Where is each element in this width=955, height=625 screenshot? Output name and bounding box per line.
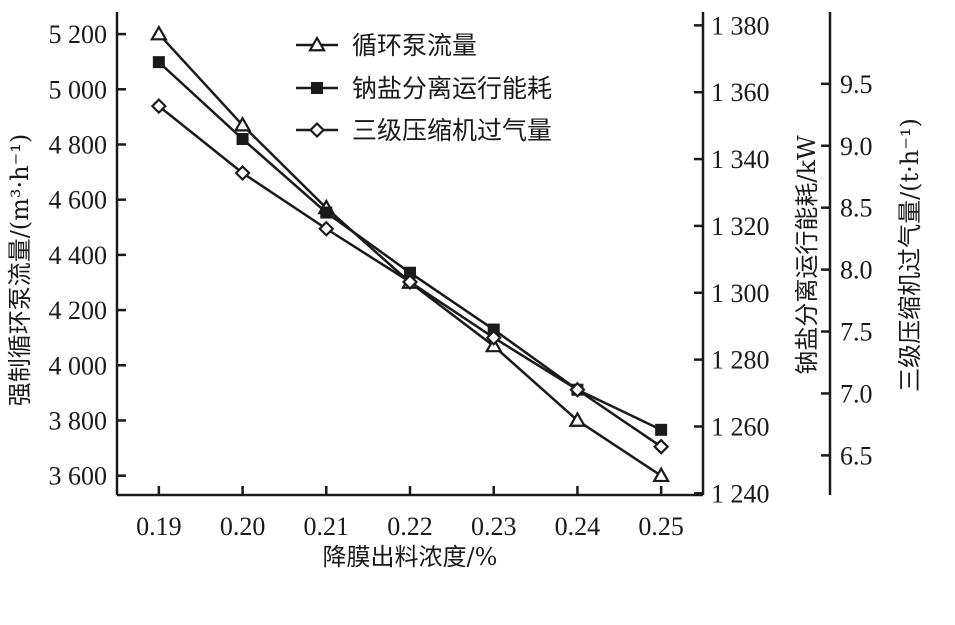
- right2-tick-label: 9.5: [840, 70, 873, 99]
- right2-tick-label: 8.0: [840, 256, 873, 285]
- right1-tick-label: 1 240: [711, 479, 770, 508]
- left-tick-label: 5 200: [49, 20, 108, 49]
- x-tick-label: 0.20: [220, 512, 266, 541]
- x-tick-label: 0.23: [471, 512, 517, 541]
- legend-marker-1: [308, 35, 326, 52]
- series-2-point: [404, 266, 416, 279]
- right1-tick-label: 1 260: [711, 412, 770, 441]
- axes-layer: 0.19 0.20 0.21 0.22 0.23 0.24 0.25 3 600 3 800 4 …: [49, 11, 873, 541]
- series-3-point: [485, 329, 502, 346]
- left-tick-label: 4 400: [49, 241, 108, 270]
- right2-tick-label: 9.0: [840, 132, 873, 161]
- series-3-point: [569, 381, 586, 398]
- x-tick-label: 0.19: [136, 512, 182, 541]
- x-tick-label: 0.25: [638, 512, 684, 541]
- series-3-point: [653, 438, 670, 455]
- legend-marker-3: [308, 121, 326, 139]
- right2-axis-title: 三级压缩机过气量/(t·h⁻¹): [896, 118, 924, 392]
- left-tick-label: 5 000: [49, 75, 108, 104]
- series-3-point: [234, 164, 251, 182]
- series-3-point: [401, 273, 419, 291]
- right1-tick-label: 1 360: [711, 78, 770, 107]
- left-tick-label: 4 000: [49, 351, 108, 380]
- right2-tick-label: 6.5: [840, 441, 873, 470]
- right1-tick-label: 1 280: [711, 346, 770, 375]
- left-tick-label: 4 200: [49, 296, 108, 325]
- x-tick-label: 0.24: [555, 512, 601, 541]
- right2-tick-label: 7.0: [840, 379, 873, 408]
- legend-label-1: 循环泵流量: [352, 31, 477, 60]
- legend-label-3: 三级压缩机过气量: [352, 116, 552, 145]
- series-2-point: [152, 56, 165, 69]
- legend-marker-2: [311, 82, 323, 94]
- series-2-point: [655, 423, 668, 436]
- left-tick-label: 3 800: [49, 406, 108, 435]
- left-axis-title: 强制循环泵流量/(m³·h⁻¹): [6, 134, 34, 407]
- right1-axis-title: 钠盐分离运行能耗/kW: [793, 135, 821, 375]
- x-tick-label: 0.21: [304, 512, 350, 541]
- right2-tick-label: 8.5: [840, 194, 873, 223]
- series-1-point: [568, 411, 587, 427]
- series-2-point: [487, 323, 500, 336]
- series-1-point: [149, 24, 168, 41]
- right2-tick-label: 7.5: [840, 318, 873, 347]
- right1-tick-label: 1 320: [711, 212, 770, 241]
- series-1-point: [233, 115, 252, 132]
- x-tick-label: 0.22: [387, 512, 433, 541]
- series-3-point: [150, 98, 167, 115]
- left-tick-label: 4 600: [49, 186, 108, 215]
- series-3-point: [318, 220, 335, 237]
- left-tick-label: 3 600: [49, 462, 108, 491]
- right1-tick-label: 1 300: [711, 279, 770, 308]
- legend-label-2: 钠盐分离运行能耗: [352, 74, 552, 103]
- right1-tick-label: 1 340: [711, 145, 770, 174]
- series-2-point: [236, 133, 249, 146]
- x-axis-title: 降膜出料浓度/%: [323, 543, 498, 571]
- series-layer: [149, 24, 671, 483]
- series-2-point: [320, 206, 333, 219]
- series-1-point: [652, 466, 671, 483]
- right1-tick-label: 1 380: [711, 11, 770, 40]
- left-tick-label: 4 800: [49, 130, 108, 159]
